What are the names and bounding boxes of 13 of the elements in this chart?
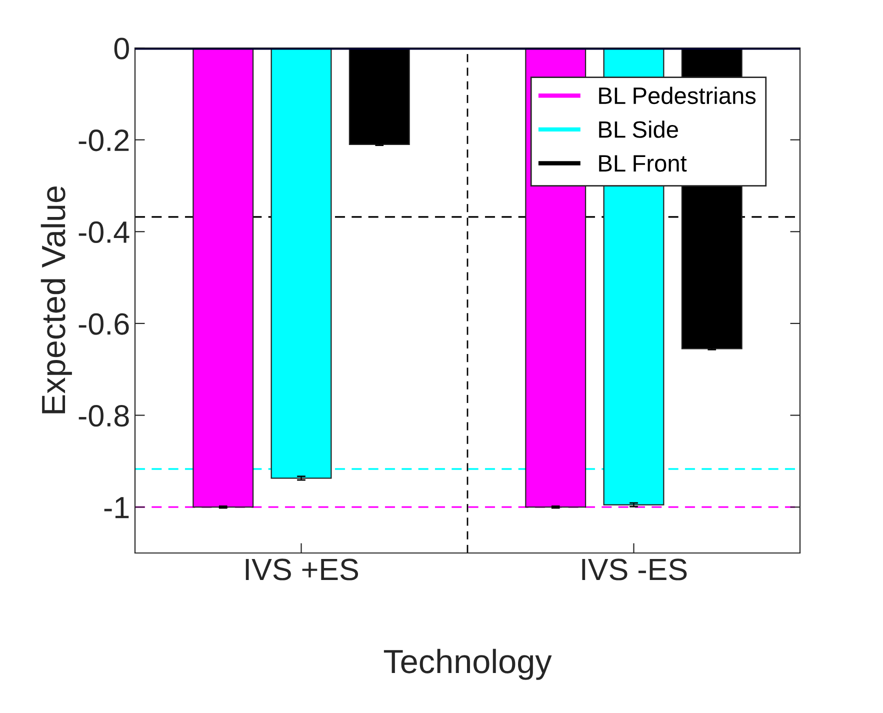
legend-label: BL Front bbox=[599, 155, 687, 172]
y-axis-title: Expected Value bbox=[40, 186, 72, 414]
y-tick-label: -0.6 bbox=[78, 313, 129, 335]
x-axis-title: Technology bbox=[384, 648, 552, 680]
x-tick-label: IVS -ES bbox=[582, 558, 687, 580]
y-tick-label: -1 bbox=[104, 497, 129, 518]
legend-label: BL Side bbox=[599, 120, 678, 138]
legend-label: BL Pedestrians bbox=[599, 86, 756, 104]
y-tick-label: 0 bbox=[114, 38, 129, 60]
x-tick-label: IVS +ES bbox=[246, 558, 358, 580]
y-tick-label: -0.8 bbox=[78, 405, 129, 427]
y-tick-label: -0.4 bbox=[78, 221, 130, 244]
y-tick-label: -0.2 bbox=[78, 130, 129, 152]
